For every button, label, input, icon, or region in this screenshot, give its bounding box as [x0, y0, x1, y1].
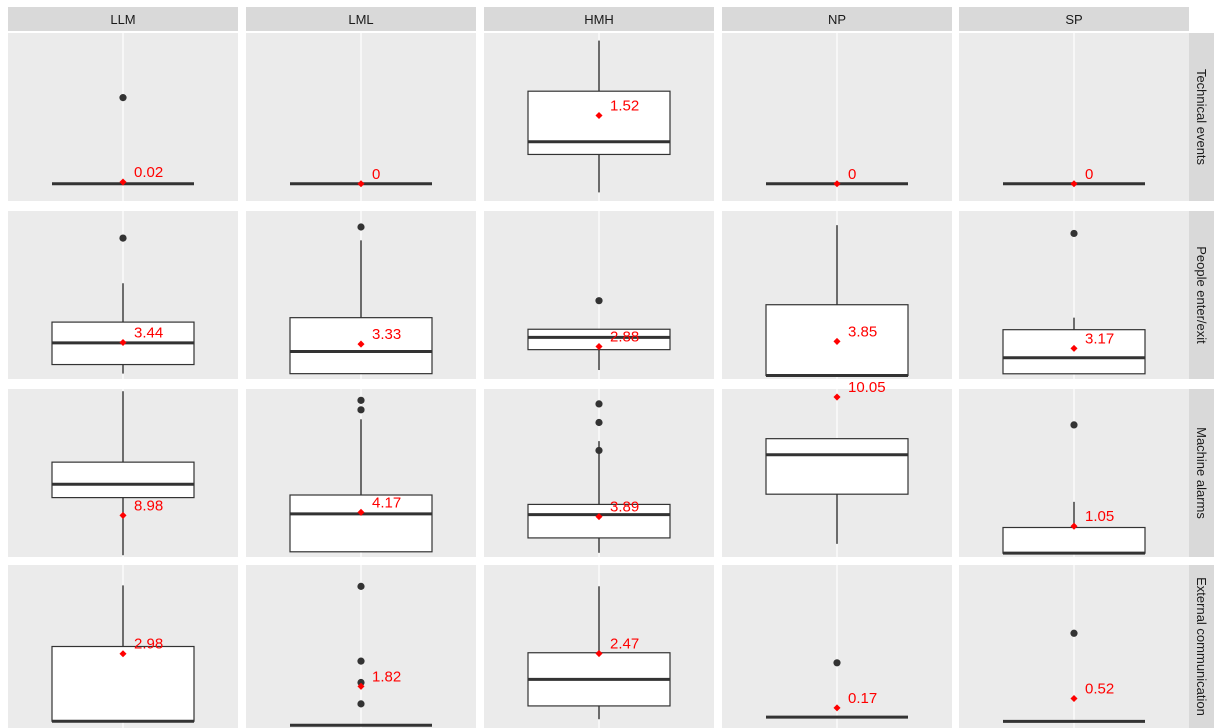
outlier-point [357, 678, 365, 687]
mean-marker [833, 393, 841, 401]
outlier-point [357, 657, 365, 665]
mean-marker [119, 178, 127, 186]
mean-marker [595, 343, 603, 351]
row-strip [1188, 33, 1214, 201]
mean-marker [595, 111, 603, 120]
mean-marker [833, 337, 841, 345]
mean-marker [357, 180, 365, 188]
outlier-point [1070, 421, 1078, 429]
row-strip [1188, 565, 1214, 728]
mean-marker [357, 508, 365, 516]
outlier-point [357, 582, 365, 590]
box [289, 494, 433, 553]
row-strip-label: External communication [1194, 577, 1209, 716]
row-strip-label: People enter/exit [1194, 246, 1209, 344]
outlier-point [595, 418, 603, 427]
column-strip-label: LML [348, 12, 373, 27]
column-strip-label: SP [1065, 12, 1082, 27]
mean-marker [833, 704, 841, 712]
row-strip-label: Technical events [1194, 69, 1209, 166]
mean-marker [595, 650, 603, 658]
outlier-point [357, 700, 365, 708]
mean-marker [119, 511, 127, 519]
outlier-point [833, 659, 841, 667]
mean-label: 8.98 [134, 497, 163, 514]
mean-marker [119, 338, 127, 347]
mean-marker [833, 180, 841, 188]
outlier-point [595, 400, 603, 408]
box [765, 438, 909, 495]
column-strip-label: HMH [584, 12, 614, 27]
mean-label: 3.17 [1085, 330, 1114, 347]
outlier-point [1070, 229, 1078, 238]
mean-label: 0 [372, 166, 380, 183]
column-strip [8, 7, 238, 31]
outlier-point [595, 446, 603, 455]
outlier-point [1070, 629, 1078, 637]
mean-label: 2.98 [134, 636, 163, 653]
mean-label: 10.05 [848, 379, 886, 396]
row-strip [1188, 211, 1214, 379]
mean-label: 4.17 [372, 494, 401, 511]
mean-marker [595, 513, 603, 521]
outlier-point [119, 234, 127, 242]
mean-label: 1.05 [1085, 508, 1114, 525]
mean-label: 1.52 [610, 97, 639, 114]
mean-label: 3.33 [372, 326, 401, 343]
outlier-point [357, 396, 365, 404]
mean-label: 3.85 [848, 323, 877, 340]
mean-marker [119, 650, 127, 658]
mean-label: 0 [848, 166, 856, 183]
outlier-point [595, 297, 603, 305]
outlier-point [357, 223, 365, 231]
mean-label: 3.89 [610, 499, 639, 516]
mean-label: 0.52 [1085, 680, 1114, 697]
box [1002, 526, 1146, 554]
mean-label: 0.17 [848, 690, 877, 707]
column-strip-label: LLM [110, 12, 135, 27]
mean-label: 0.02 [134, 164, 163, 181]
row-strip-label: Machine alarms [1194, 427, 1209, 519]
mean-label: 1.82 [372, 668, 401, 685]
row-strip [1188, 389, 1214, 557]
column-strip-label: NP [828, 12, 846, 27]
box [51, 461, 195, 499]
mean-marker [357, 340, 365, 348]
mean-label: 2.47 [610, 636, 639, 653]
box [527, 90, 671, 156]
mean-label: 3.44 [134, 325, 163, 342]
box [527, 503, 671, 539]
mean-marker [357, 682, 365, 690]
outlier-point [119, 94, 127, 102]
column-strip [722, 7, 952, 31]
box [51, 645, 195, 722]
column-strip [484, 7, 714, 31]
mean-label: 0 [1085, 166, 1093, 183]
column-strip [959, 7, 1189, 31]
outlier-point [357, 406, 365, 414]
column-strip [246, 7, 476, 31]
mean-label: 2.88 [610, 329, 639, 346]
